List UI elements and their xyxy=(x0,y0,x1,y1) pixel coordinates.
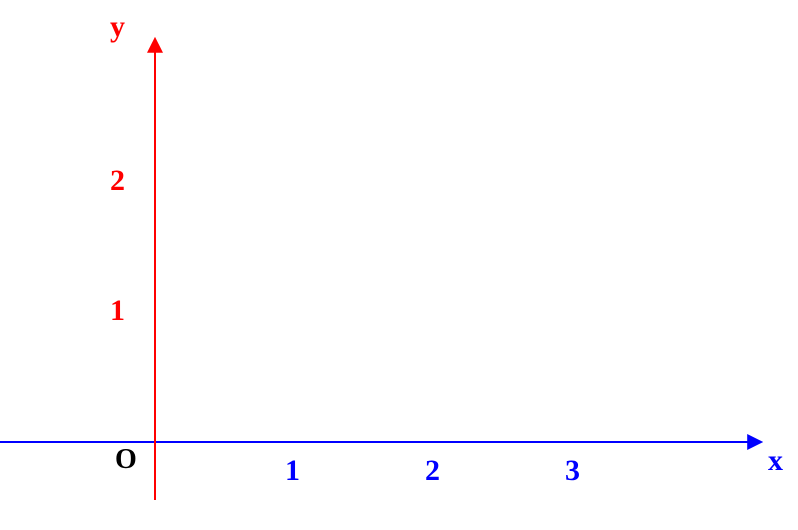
x-tick-2: 2 xyxy=(425,454,440,488)
x-axis-label: x xyxy=(768,444,783,478)
x-tick-3: 3 xyxy=(565,454,580,488)
origin-label: O xyxy=(115,444,137,476)
y-tick-1: 1 xyxy=(110,294,125,328)
y-axis-label: y xyxy=(110,10,125,44)
x-tick-1: 1 xyxy=(285,454,300,488)
y-tick-2: 2 xyxy=(110,164,125,198)
